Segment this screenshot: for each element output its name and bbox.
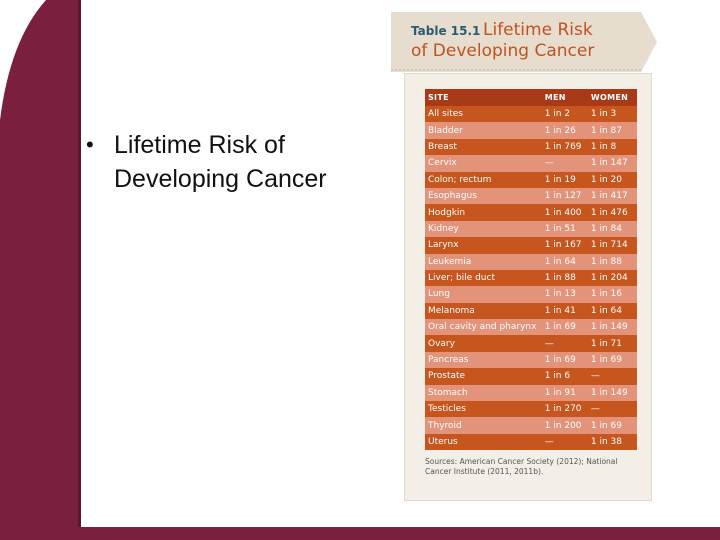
cell-women: — <box>587 401 637 418</box>
table-row: Testicles 1 in 270— <box>425 401 637 418</box>
table-row: Stomach 1 in 91 1 in 149 <box>425 384 637 402</box>
cell-women: 1 in 714 <box>587 237 637 254</box>
table-row: Breast 1 in 769 1 in 8 <box>425 138 637 156</box>
cell-site: Oral cavity and pharynx <box>425 319 542 336</box>
cell-women: 1 in 147 <box>587 155 637 172</box>
table-row: Ovary —1 in 71 <box>425 335 637 352</box>
table-row: Pancreas 1 in 69 1 in 69 <box>425 351 637 369</box>
table-source-note: Sources: American Cancer Society (2012);… <box>425 457 618 476</box>
cell-site: Liver; bile duct <box>425 269 542 287</box>
cell-site: Leukemia <box>425 253 542 270</box>
cell-men: 1 in 41 <box>541 302 588 320</box>
bullet-item: • Lifetime Risk of Developing Cancer <box>86 128 376 196</box>
cell-women: 1 in 20 <box>587 171 637 188</box>
table-row: Esophagus 1 in 127 1 in 417 <box>425 187 637 205</box>
cell-women: 1 in 149 <box>587 384 637 402</box>
table-header-row: SITE MEN WOMEN <box>425 89 637 106</box>
table-row: Prostate 1 in 6— <box>425 368 637 385</box>
cell-women: 1 in 3 <box>587 106 637 123</box>
cell-site: Testicles <box>425 401 542 418</box>
cell-site: Melanoma <box>425 302 542 320</box>
col-header-site: SITE <box>425 89 542 106</box>
table-title-banner <box>391 12 657 72</box>
cell-site: Prostate <box>425 368 542 385</box>
cell-men: — <box>541 433 588 451</box>
cell-men: 1 in 200 <box>541 417 588 434</box>
cell-men: — <box>541 335 588 352</box>
cell-women: 1 in 84 <box>587 220 637 238</box>
cell-site: Bladder <box>425 122 542 139</box>
cell-women: 1 in 64 <box>587 302 637 320</box>
cell-men: 1 in 26 <box>541 122 588 139</box>
cell-site: Esophagus <box>425 187 542 205</box>
cell-site: Lung <box>425 286 542 303</box>
cell-site: Ovary <box>425 335 542 352</box>
table-row: Uterus —1 in 38 <box>425 433 637 451</box>
cell-men: 1 in 400 <box>541 204 588 221</box>
cell-site: Kidney <box>425 220 542 238</box>
cell-women: 1 in 8 <box>587 138 637 156</box>
cell-women: 1 in 88 <box>587 253 637 270</box>
cell-men: 1 in 88 <box>541 269 588 287</box>
cell-women: 1 in 417 <box>587 187 637 205</box>
cell-women: 1 in 69 <box>587 351 637 369</box>
cell-women: 1 in 69 <box>587 417 637 434</box>
table-row: Colon; rectum 1 in 19 1 in 20 <box>425 171 637 188</box>
cell-women: — <box>587 368 637 385</box>
table-row: Bladder 1 in 26 1 in 87 <box>425 122 637 139</box>
cell-women: 1 in 204 <box>587 269 637 287</box>
cell-men: 1 in 69 <box>541 351 588 369</box>
cell-site: Colon; rectum <box>425 171 542 188</box>
cell-women: 1 in 16 <box>587 286 637 303</box>
lifetime-risk-table-figure: Table 15.1 Lifetime Risk of Developing C… <box>391 12 657 502</box>
cell-women: 1 in 87 <box>587 122 637 139</box>
table-number: Table 15.1 <box>411 24 481 38</box>
cell-women: 1 in 149 <box>587 319 637 336</box>
cell-site: Cervix <box>425 155 542 172</box>
col-header-men: MEN <box>541 89 588 106</box>
cell-site: Uterus <box>425 433 542 451</box>
cell-site: Stomach <box>425 384 542 402</box>
cell-women: 1 in 476 <box>587 204 637 221</box>
table-row: Leukemia 1 in 64 1 in 88 <box>425 253 637 270</box>
cell-men: 1 in 2 <box>541 106 588 123</box>
cell-men: 1 in 769 <box>541 138 588 156</box>
table-row: Thyroid 1 in 200 1 in 69 <box>425 417 637 434</box>
cell-men: 1 in 127 <box>541 187 588 205</box>
table-title-line1: Lifetime Risk <box>483 20 593 40</box>
cell-men: 1 in 167 <box>541 237 588 254</box>
cell-site: Thyroid <box>425 417 542 434</box>
table-row: Kidney 1 in 51 1 in 84 <box>425 220 637 238</box>
bullet-text: Lifetime Risk of Developing Cancer <box>114 131 327 193</box>
table-row: Larynx 1 in 167 1 in 714 <box>425 237 637 254</box>
cell-men: 1 in 91 <box>541 384 588 402</box>
cell-men: — <box>541 155 588 172</box>
cell-women: 1 in 38 <box>587 433 637 451</box>
cell-men: 1 in 64 <box>541 253 588 270</box>
table-row: Lung 1 in 13 1 in 16 <box>425 286 637 303</box>
cell-men: 1 in 13 <box>541 286 588 303</box>
cell-men: 1 in 19 <box>541 171 588 188</box>
cell-men: 1 in 51 <box>541 220 588 238</box>
cell-men: 1 in 270 <box>541 401 588 418</box>
cell-site: All sites <box>425 106 542 123</box>
table-row: Oral cavity and pharynx 1 in 69 1 in 149 <box>425 319 637 336</box>
cell-site: Larynx <box>425 237 542 254</box>
table-row: Liver; bile duct 1 in 88 1 in 204 <box>425 269 637 287</box>
bullet-dot: • <box>86 132 94 157</box>
cell-site: Breast <box>425 138 542 156</box>
col-header-women: WOMEN <box>587 89 637 106</box>
cell-site: Pancreas <box>425 351 542 369</box>
table-row: Hodgkin 1 in 400 1 in 476 <box>425 204 637 221</box>
cell-men: 1 in 6 <box>541 368 588 385</box>
cell-site: Hodgkin <box>425 204 542 221</box>
table-row: Melanoma 1 in 41 1 in 64 <box>425 302 637 320</box>
cell-men: 1 in 69 <box>541 319 588 336</box>
table-title-line2: of Developing Cancer <box>411 41 595 61</box>
cell-women: 1 in 71 <box>587 335 637 352</box>
table-row: Cervix —1 in 147 <box>425 155 637 172</box>
